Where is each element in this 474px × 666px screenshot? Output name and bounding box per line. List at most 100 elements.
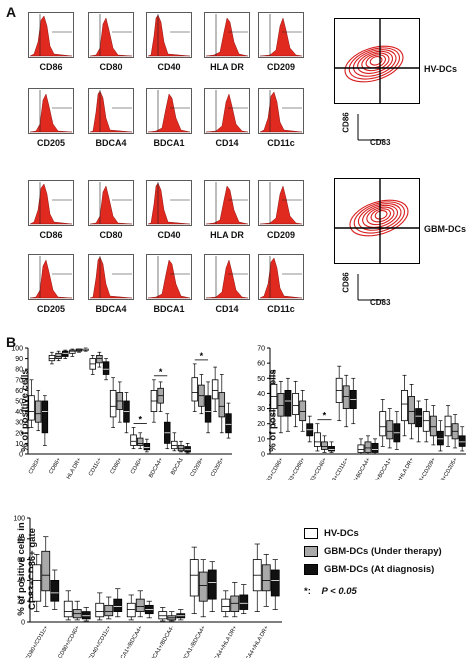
histogram-svg <box>204 180 250 226</box>
box-1 <box>261 564 271 592</box>
y-tick-label: 0 <box>19 452 23 459</box>
legend-sig-text: P < 0.05 <box>321 586 357 597</box>
density-contour <box>370 208 391 223</box>
box-0 <box>95 602 105 618</box>
histogram-cd205 <box>28 88 74 134</box>
y-tick-label: 30 <box>15 420 23 427</box>
y-tick-label: 60 <box>17 557 25 564</box>
flow-axis-arrows <box>357 114 384 141</box>
histogram-cd80 <box>88 180 134 226</box>
histogram-cd209 <box>258 180 304 226</box>
histogram-fill <box>259 91 303 133</box>
histogram-svg <box>258 180 304 226</box>
histogram-label: CD86 <box>39 230 63 240</box>
histogram-fill <box>205 17 249 57</box>
legend-hv-label: HV-DCs <box>324 528 359 540</box>
x-tick-label: CD80+ <box>110 457 124 475</box>
x-tick-label: CD83+BDCA1+ <box>369 457 394 480</box>
legend-hv: HV-DCs <box>304 528 359 539</box>
histogram-fill <box>147 182 191 225</box>
histogram-label: CD205 <box>36 304 65 314</box>
x-tick-label: CD83+CD80+ <box>284 457 307 480</box>
significance-star: * <box>138 415 142 425</box>
histogram-label: HLA DR <box>210 62 244 72</box>
x-tick-label: CD80+/CD11c+ <box>25 625 50 658</box>
histogram-fill <box>147 93 191 133</box>
x-tick-label: CD83+ <box>28 457 42 475</box>
box-2 <box>41 400 49 434</box>
histogram-cd86 <box>28 12 74 58</box>
box-0 <box>69 349 76 354</box>
box-0 <box>292 393 300 416</box>
box-2 <box>458 435 466 447</box>
box-1 <box>96 355 103 364</box>
histogram-fill <box>89 17 133 57</box>
box-0 <box>109 390 117 418</box>
histogram-label: HLA DR <box>210 230 244 240</box>
y-tick-label: 50 <box>15 399 23 406</box>
x-tick-label: BDCA1+/BDCA4- <box>148 625 175 658</box>
box-0 <box>191 377 198 402</box>
x-tick-label: CD83+BDCA4+ <box>347 457 372 480</box>
y-tick-label: 40 <box>17 578 25 585</box>
flow-y-axis-label: CD86 <box>341 272 351 293</box>
box-2 <box>143 443 151 451</box>
flow-plot-1 <box>334 178 420 269</box>
x-tick-label: CD40+/CD11c+ <box>88 625 113 658</box>
chart2-svg: 0 10 20 30 40 50 60 70 CD83+CD86+ CD83+CD80+ * CD83… <box>257 346 466 480</box>
histogram-cd11c <box>258 88 304 134</box>
x-tick-label: BDCA4+/HLA DR+ <box>210 625 239 658</box>
histogram-svg <box>88 180 134 226</box>
histogram-svg <box>28 254 74 300</box>
histogram-fill <box>29 93 73 133</box>
box-0 <box>221 598 231 613</box>
histogram-svg <box>258 12 304 58</box>
significance-star: * <box>323 411 327 421</box>
y-tick-label: 40 <box>257 391 265 398</box>
histogram-bdca1 <box>146 254 192 300</box>
histogram-fill <box>89 256 133 299</box>
y-tick-label: 80 <box>17 536 25 543</box>
histogram-label: CD11c <box>267 304 295 314</box>
histogram-fill <box>259 17 303 57</box>
x-tick-label: CD205+ <box>210 457 226 478</box>
box-2 <box>102 361 110 375</box>
flow-plot-svg <box>334 18 420 104</box>
flow-plot-0 <box>334 18 420 109</box>
histogram-svg <box>204 88 250 134</box>
y-tick-label: 0 <box>261 452 265 459</box>
box-2 <box>50 580 60 602</box>
box-1 <box>386 420 394 440</box>
histogram-svg <box>204 254 250 300</box>
box-1 <box>55 352 62 359</box>
y-tick-label: 20 <box>17 599 25 606</box>
histogram-label: BDCA1 <box>153 138 185 148</box>
histogram-fill <box>89 185 133 225</box>
legend-swatch-therapy <box>304 546 318 557</box>
box-1 <box>277 393 285 417</box>
histogram-label: CD40 <box>157 230 181 240</box>
histogram-label: CD86 <box>39 62 63 72</box>
histogram-label: CD11c <box>267 138 295 148</box>
histogram-label: BDCA4 <box>95 304 127 314</box>
x-tick-label: HLA DR+ <box>66 457 83 480</box>
density-contour <box>344 45 404 83</box>
box-1 <box>408 396 415 425</box>
y-tick-label: 100 <box>13 516 25 523</box>
box-2 <box>204 395 212 423</box>
box-2 <box>113 598 123 613</box>
flow-x-axis-label: CD83 <box>370 298 391 307</box>
box-2 <box>207 569 217 600</box>
box-2 <box>239 594 249 610</box>
histogram-fill <box>29 15 73 57</box>
y-tick-label: 20 <box>15 430 23 437</box>
histogram-cd40 <box>146 12 192 58</box>
y-tick-label: 100 <box>11 346 23 353</box>
legend-sig-symbol: *: <box>304 586 311 597</box>
box-0 <box>313 432 321 447</box>
histogram-svg <box>146 12 192 58</box>
histogram-svg <box>88 12 134 58</box>
histogram-fill <box>205 93 249 133</box>
x-tick-label: CD40+ <box>130 457 144 475</box>
histogram-fill <box>89 90 133 133</box>
